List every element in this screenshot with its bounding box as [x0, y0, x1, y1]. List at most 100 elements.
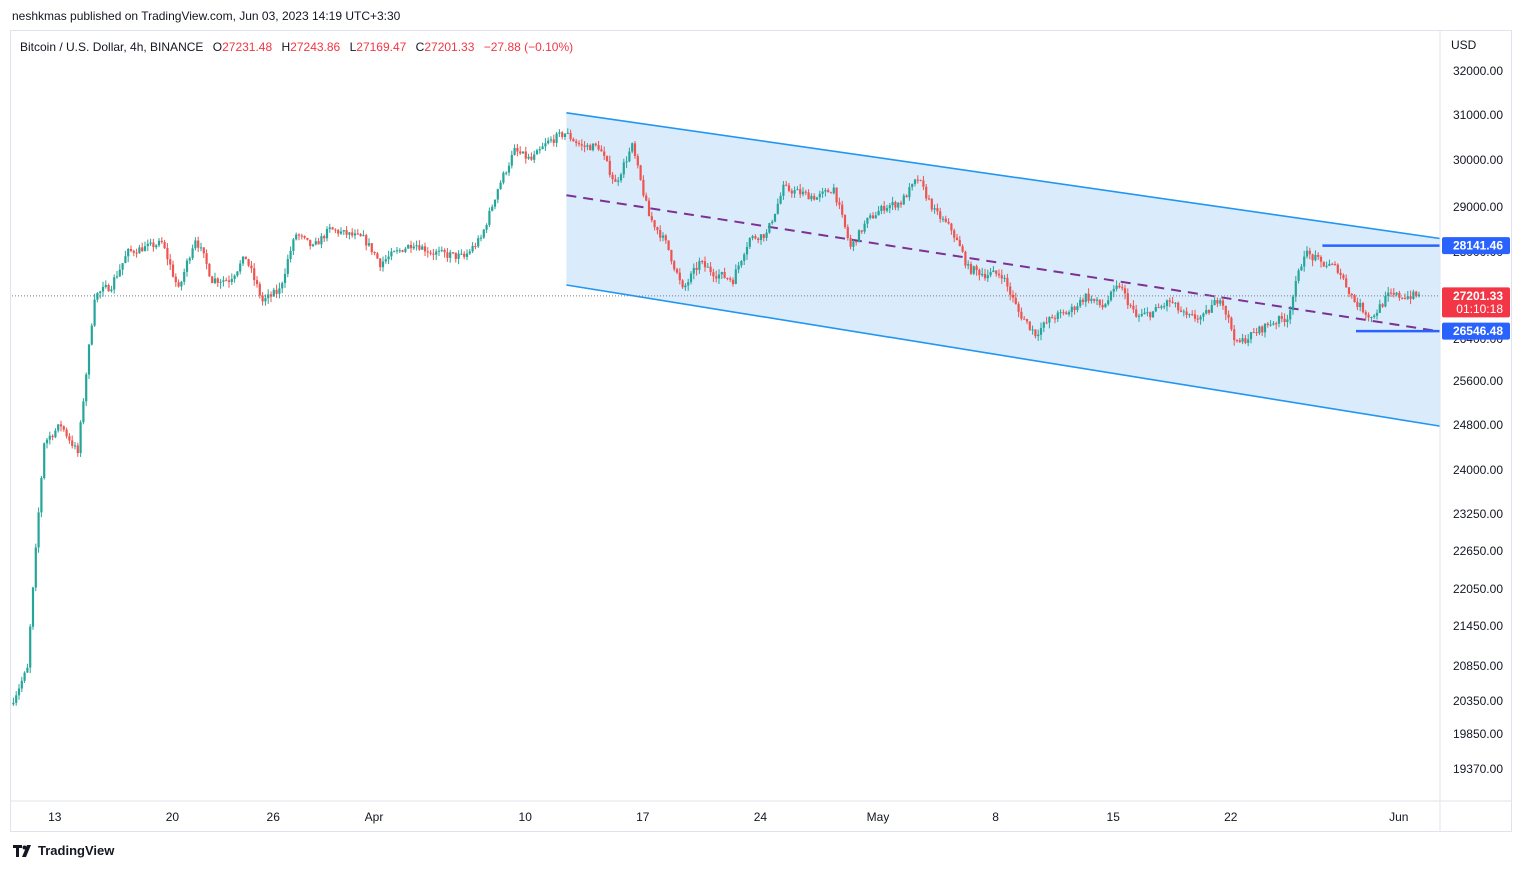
candle-body — [505, 172, 508, 174]
candle-body — [577, 143, 581, 145]
candle-body — [40, 477, 43, 513]
candle-body — [502, 172, 505, 183]
candle-body — [1185, 311, 1188, 315]
candle-body — [561, 132, 564, 137]
candle-body — [575, 141, 578, 144]
candle-body — [1364, 312, 1367, 315]
candle-body — [143, 246, 147, 252]
candle-body — [225, 280, 228, 282]
candle-body — [384, 259, 387, 262]
candle-body — [365, 235, 368, 246]
candle-body — [1205, 310, 1208, 314]
candle-body — [600, 149, 603, 152]
candle-body — [129, 249, 133, 251]
current-price-tag-label: 27201.33 — [1453, 289, 1503, 303]
candle-body — [166, 248, 169, 260]
candle-body — [670, 250, 673, 262]
candle-body — [1154, 307, 1157, 312]
footer-brand[interactable]: TradingView — [38, 843, 115, 858]
candle-body — [157, 240, 161, 246]
candle-body — [1034, 329, 1037, 337]
candle-body — [653, 220, 656, 228]
candle-body — [1073, 306, 1076, 310]
candle-body — [891, 202, 894, 206]
symbol-name[interactable]: Bitcoin / U.S. Dollar, 4h, BINANCE — [20, 40, 204, 54]
time-tick-label: 26 — [267, 810, 281, 824]
candle-body — [20, 680, 23, 689]
candle-body — [485, 225, 488, 230]
current-price-countdown: 01:10:18 — [1456, 302, 1503, 316]
candle-body — [437, 250, 441, 252]
candle-body — [636, 156, 639, 166]
candle-body — [1023, 318, 1026, 320]
candle-body — [731, 279, 735, 284]
candle-body — [45, 439, 49, 444]
candle-body — [152, 242, 155, 248]
currency-label[interactable]: USD — [1451, 38, 1477, 52]
candle-body — [969, 264, 973, 274]
candle-body — [373, 252, 376, 254]
candle-body — [995, 270, 998, 274]
candle-body — [790, 190, 793, 194]
candle-body — [675, 269, 679, 273]
candle-body — [342, 230, 345, 232]
high-value: 27243.86 — [290, 40, 341, 54]
candle-body — [1269, 324, 1272, 326]
candle-body — [1384, 296, 1387, 307]
candle-body — [659, 230, 662, 238]
candle-body — [104, 285, 107, 287]
candle-body — [740, 260, 743, 266]
candle-body — [149, 242, 152, 244]
candle-body — [656, 227, 659, 230]
candle-body — [507, 165, 511, 173]
candle-body — [1171, 301, 1174, 303]
candle-body — [479, 237, 483, 239]
price-tick-label: 19850.00 — [1453, 727, 1503, 741]
candle-body — [835, 187, 838, 203]
current-price-tag — [1442, 287, 1510, 318]
candle-body — [1216, 300, 1219, 304]
candle-body — [250, 265, 253, 269]
candle-body — [1017, 304, 1020, 312]
candle-body — [776, 203, 779, 214]
candle-body — [1417, 294, 1421, 297]
candle-body — [87, 344, 91, 375]
candle-body — [967, 264, 970, 266]
candle-body — [328, 227, 331, 229]
channel-layer — [566, 112, 1441, 427]
candle-body — [71, 440, 74, 446]
candle-body — [54, 430, 57, 438]
candle-body — [222, 280, 225, 282]
candle-body — [37, 512, 40, 548]
candle-body — [1406, 296, 1409, 299]
candle-body — [1095, 299, 1099, 301]
candle-body — [1020, 311, 1023, 319]
candle-body — [541, 146, 544, 150]
candle-body — [535, 150, 539, 155]
candle-body — [625, 161, 628, 163]
candle-body — [897, 202, 900, 208]
candle-body — [323, 236, 326, 239]
candle-body — [793, 190, 796, 194]
candle-body — [283, 273, 287, 283]
candle-body — [855, 241, 858, 243]
candle-body — [925, 186, 928, 199]
candle-body — [205, 253, 208, 264]
candle-body — [1235, 340, 1239, 342]
candle-body — [944, 218, 947, 222]
price-tick-label: 19370.00 — [1453, 762, 1503, 776]
candle-body — [874, 215, 877, 219]
candle-body — [370, 243, 373, 253]
candle-body — [68, 436, 71, 441]
candle-body — [429, 252, 432, 254]
candle-body — [715, 276, 718, 279]
candle-body — [622, 162, 625, 175]
candle-body — [463, 253, 466, 257]
candle-body — [202, 247, 205, 254]
candle-body — [163, 242, 166, 249]
candle-body — [619, 174, 623, 181]
candle-body — [297, 234, 301, 236]
candle-body — [645, 195, 648, 201]
candle-body — [362, 235, 365, 237]
